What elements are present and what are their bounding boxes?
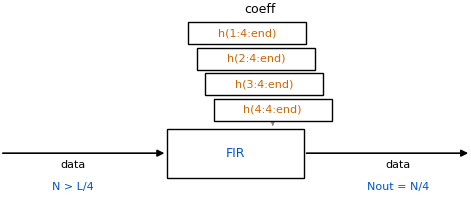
Text: data: data <box>60 160 86 170</box>
Text: coeff: coeff <box>244 2 276 16</box>
Bar <box>197 48 315 70</box>
Text: N > L/4: N > L/4 <box>52 182 94 192</box>
Text: h(3:4:end): h(3:4:end) <box>235 79 293 89</box>
Bar <box>188 22 306 44</box>
Text: h(2:4:end): h(2:4:end) <box>227 54 285 64</box>
Text: FIR: FIR <box>226 147 245 160</box>
Text: h(4:4:end): h(4:4:end) <box>244 105 302 115</box>
Bar <box>167 129 304 178</box>
Text: h(1:4:end): h(1:4:end) <box>218 28 276 38</box>
Text: data: data <box>385 160 411 170</box>
Text: Nout = N/4: Nout = N/4 <box>367 182 429 192</box>
Bar <box>214 99 332 121</box>
Bar <box>205 73 323 95</box>
